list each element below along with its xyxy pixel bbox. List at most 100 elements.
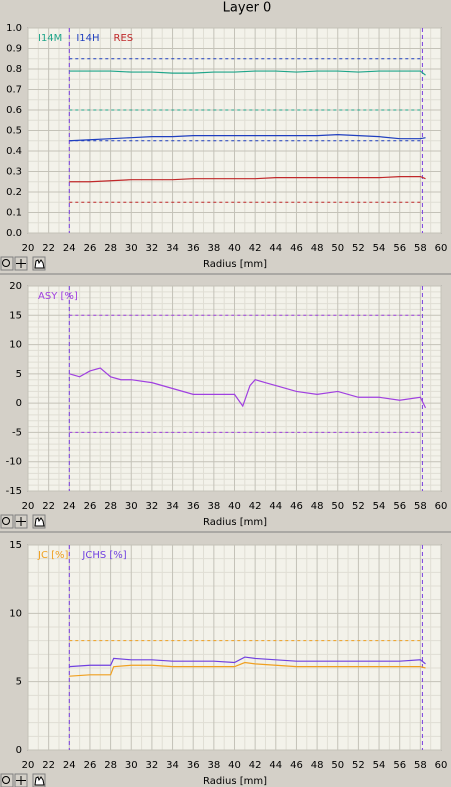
x-tick-label: 42: [249, 760, 262, 771]
y-tick-label: 0.2: [6, 187, 22, 198]
legend-label: ASY [%]: [38, 291, 78, 302]
x-tick-label: 48: [311, 243, 324, 254]
x-tick-label: 46: [290, 760, 303, 771]
x-tick-label: 40: [228, 501, 241, 512]
x-tick-label: 36: [187, 760, 200, 771]
y-tick-label: 0.1: [6, 208, 22, 219]
pan-icon: [16, 776, 26, 785]
y-tick-label: 1.0: [6, 23, 22, 34]
x-tick-label: 36: [187, 243, 200, 254]
x-tick-label: 54: [373, 501, 386, 512]
x-tick-label: 26: [84, 243, 97, 254]
x-axis-label: Radius [mm]: [203, 776, 267, 787]
x-tick-label: 20: [22, 760, 35, 771]
y-tick-label: 10: [9, 608, 22, 619]
series-line: [69, 661, 426, 677]
y-tick-label: 20: [9, 281, 22, 292]
x-tick-label: 60: [435, 760, 448, 771]
x-tick-label: 48: [311, 501, 324, 512]
x-tick-label: 44: [269, 243, 282, 254]
x-tick-label: 40: [228, 243, 241, 254]
x-tick-label: 22: [42, 760, 55, 771]
x-tick-label: 60: [435, 501, 448, 512]
y-tick-label: 15: [9, 540, 22, 551]
x-tick-label: 56: [393, 501, 406, 512]
y-tick-label: 0.0: [6, 228, 22, 239]
x-tick-label: 44: [269, 501, 282, 512]
x-tick-label: 50: [331, 243, 344, 254]
x-tick-label: 20: [22, 501, 35, 512]
x-tick-label: 38: [207, 501, 220, 512]
legend-label: RES: [114, 33, 134, 44]
series-line: [69, 133, 426, 142]
y-tick-label: -15: [6, 486, 22, 497]
x-tick-label: 44: [269, 760, 282, 771]
x-axis-label: Radius [mm]: [203, 517, 267, 528]
zoom-icon: [2, 776, 10, 784]
x-tick-label: 42: [249, 243, 262, 254]
legend-label: I14H: [76, 33, 99, 44]
y-tick-label: 5: [16, 369, 22, 380]
series-line: [69, 367, 427, 409]
x-tick-label: 30: [125, 243, 138, 254]
y-tick-label: 0: [16, 745, 22, 756]
x-tick-label: 60: [435, 243, 448, 254]
x-tick-label: 46: [290, 501, 303, 512]
legend-label: I14M: [38, 33, 62, 44]
x-tick-label: 24: [63, 501, 76, 512]
x-tick-label: 34: [166, 501, 179, 512]
hand-icon: [34, 517, 45, 527]
y-tick-label: -5: [12, 427, 22, 438]
x-tick-label: 42: [249, 501, 262, 512]
y-tick-label: 0.6: [6, 105, 22, 116]
x-tick-label: 24: [63, 243, 76, 254]
y-tick-label: 0.5: [6, 126, 22, 137]
x-axis-label: Radius [mm]: [203, 259, 267, 270]
x-tick-label: 38: [207, 760, 220, 771]
x-tick-label: 38: [207, 243, 220, 254]
x-tick-label: 52: [352, 501, 365, 512]
x-tick-label: 56: [393, 243, 406, 254]
zoom-icon: [2, 517, 10, 525]
x-tick-label: 32: [146, 243, 159, 254]
x-tick-label: 34: [166, 760, 179, 771]
y-tick-label: 0.9: [6, 44, 22, 55]
x-tick-label: 52: [352, 243, 365, 254]
y-tick-label: 0: [16, 398, 22, 409]
x-tick-label: 28: [104, 501, 117, 512]
legend-label: JCHS [%]: [81, 550, 126, 561]
x-tick-label: 32: [146, 760, 159, 771]
y-tick-label: 10: [9, 340, 22, 351]
y-tick-label: 0.8: [6, 64, 22, 75]
x-tick-label: 50: [331, 760, 344, 771]
x-tick-label: 54: [373, 760, 386, 771]
y-tick-label: 0.7: [6, 85, 22, 96]
y-tick-label: -10: [6, 457, 22, 468]
x-tick-label: 24: [63, 760, 76, 771]
x-tick-label: 32: [146, 501, 159, 512]
x-tick-label: 58: [414, 243, 427, 254]
x-tick-label: 30: [125, 501, 138, 512]
y-tick-label: 5: [16, 677, 22, 688]
y-tick-label: 15: [9, 310, 22, 321]
pan-icon: [16, 517, 26, 526]
x-tick-label: 36: [187, 501, 200, 512]
x-tick-label: 46: [290, 243, 303, 254]
x-tick-label: 54: [373, 243, 386, 254]
x-tick-label: 58: [414, 760, 427, 771]
window-title: Layer 0: [223, 1, 272, 16]
x-tick-label: 28: [104, 243, 117, 254]
y-tick-label: 0.3: [6, 167, 22, 178]
x-tick-label: 34: [166, 243, 179, 254]
x-tick-label: 40: [228, 760, 241, 771]
hand-icon: [34, 259, 45, 269]
x-tick-label: 50: [331, 501, 344, 512]
x-tick-label: 26: [84, 760, 97, 771]
x-tick-label: 28: [104, 760, 117, 771]
x-tick-label: 22: [42, 243, 55, 254]
x-tick-label: 56: [393, 760, 406, 771]
series-line: [69, 176, 426, 183]
series-line: [69, 656, 426, 668]
